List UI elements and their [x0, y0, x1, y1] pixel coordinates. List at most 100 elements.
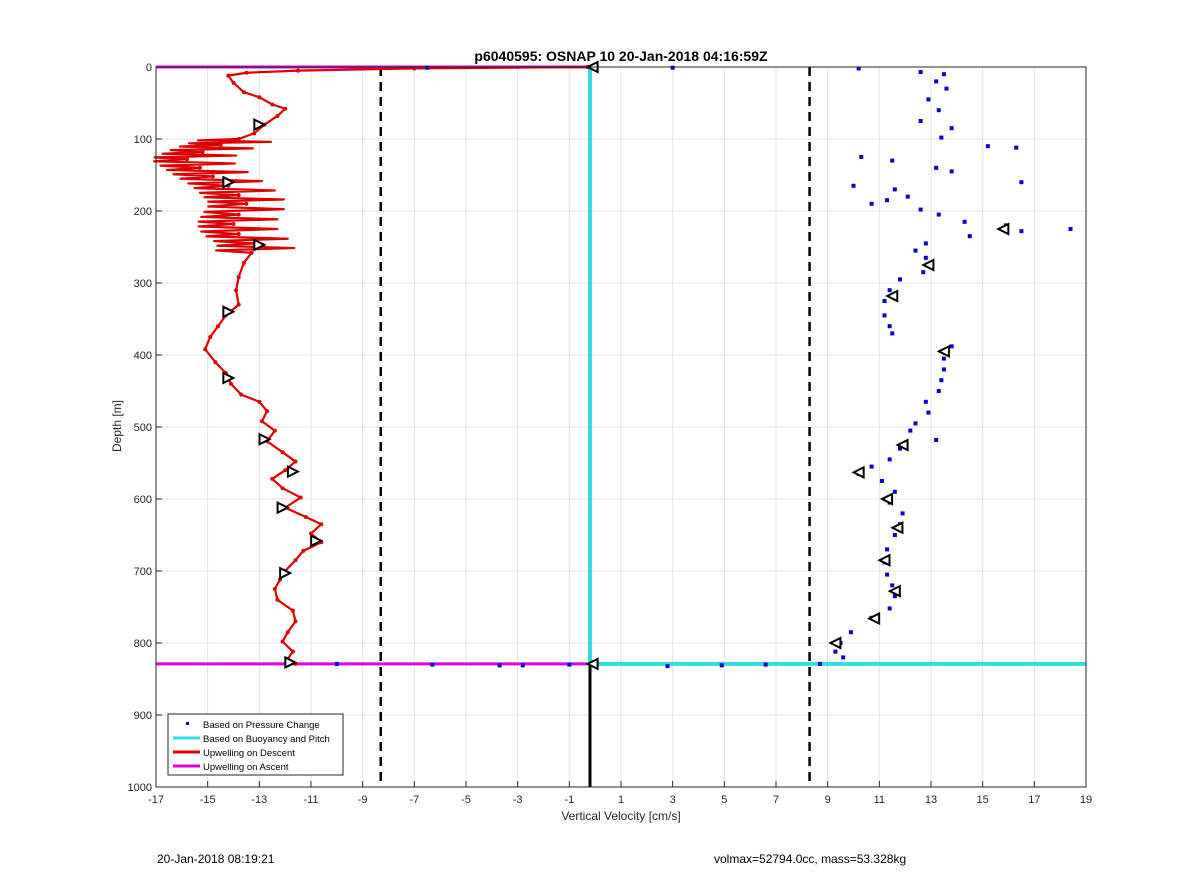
pressure-point: [763, 662, 768, 667]
descent-point: [236, 232, 241, 237]
ascent-marker: [885, 289, 899, 303]
x-tick-label: -7: [409, 794, 419, 806]
reference-lines: [379, 67, 811, 787]
y-tick-label: 500: [134, 422, 152, 434]
pressure-point: [665, 664, 670, 669]
descent-point: [272, 587, 277, 591]
descent-point: [231, 80, 236, 85]
pressure-point: [869, 201, 874, 206]
y-tick-label: 900: [134, 710, 152, 722]
descent-marker: [279, 566, 293, 580]
y-tick-label: 0: [146, 62, 152, 74]
descent-point: [231, 221, 236, 226]
pressure-point: [934, 79, 939, 84]
descent-point: [309, 531, 313, 536]
descent-point: [241, 260, 246, 265]
pressure-point: [1068, 227, 1073, 231]
x-tick-label: -1: [564, 794, 574, 806]
descent-marker: [222, 305, 236, 319]
ascent-marker: [936, 344, 950, 359]
descent-point: [218, 142, 223, 147]
descent-point: [210, 174, 215, 179]
descent-point: [301, 548, 306, 553]
y-tick-label: 300: [134, 278, 152, 290]
descent-point: [236, 212, 241, 217]
y-tick-label: 700: [134, 566, 152, 578]
x-tick-label: 11: [874, 794, 885, 806]
buoyancy-pitch-line: [588, 67, 1086, 666]
descent-point: [257, 399, 262, 404]
descent-marker: [276, 501, 290, 515]
grid-lines: [155, 66, 1087, 788]
pressure-point: [892, 594, 897, 599]
pressure-point: [941, 367, 946, 372]
ascent-marker: [887, 584, 901, 598]
descent-point: [283, 468, 288, 473]
descent-point: [257, 95, 262, 100]
ascent-marker: [895, 438, 909, 452]
pressure-point: [923, 241, 928, 246]
pressure-point: [890, 158, 895, 163]
legend-label: Based on Pressure Change: [203, 720, 320, 731]
descent-point: [234, 288, 239, 293]
pressure-point: [944, 86, 949, 91]
x-tick-label: -5: [461, 794, 471, 806]
descent-point: [197, 165, 202, 170]
legend-swatch-dot: [186, 722, 189, 725]
descent-point: [259, 419, 264, 424]
ascent-marker: [828, 636, 842, 650]
y-tick-label: 100: [134, 134, 152, 146]
pressure-point: [905, 194, 910, 199]
y-axis-label: Depth [m]: [110, 400, 124, 452]
descent-point: [236, 275, 241, 280]
descent-point: [185, 157, 189, 162]
data-series: [152, 65, 1086, 669]
x-tick-label: 13: [925, 794, 937, 806]
pressure-point: [941, 356, 946, 361]
descent-point: [270, 102, 275, 107]
descent-point: [290, 608, 295, 613]
pressure-point: [887, 324, 892, 329]
pressure-point: [670, 65, 675, 70]
descent-point: [200, 149, 205, 154]
pressure-point: [949, 169, 954, 174]
pressure-point: [859, 155, 864, 159]
x-tick-label: -3: [513, 794, 523, 806]
pressure-point: [962, 219, 967, 224]
pressure-point: [856, 66, 861, 71]
descent-point: [280, 486, 285, 491]
ascent-marker: [866, 611, 881, 626]
pressure-point: [882, 313, 887, 318]
pressure-point: [841, 655, 846, 660]
ascent-marker: [890, 521, 904, 535]
pressure-point: [913, 248, 918, 253]
pressure-point: [923, 255, 928, 260]
descent-marker: [222, 175, 236, 189]
legend-label: Upwelling on Ascent: [203, 762, 289, 773]
footer-volmax-mass: volmax=52794.0cc, mass=53.328kg: [714, 852, 907, 866]
pressure-point: [879, 479, 884, 483]
descent-point: [213, 360, 218, 365]
pressure-point: [887, 457, 892, 462]
descent-marker: [253, 117, 267, 132]
pressure-point: [885, 547, 890, 552]
descent-marker: [258, 432, 272, 446]
pressure-point: [887, 288, 892, 293]
descent-point: [303, 515, 308, 519]
x-tick-label: -15: [200, 794, 216, 806]
x-tick-label: 15: [977, 794, 989, 806]
pressure-point: [334, 661, 339, 666]
pressure-point: [1014, 145, 1019, 150]
descent-line: [152, 65, 588, 665]
descent-point: [319, 522, 324, 527]
pressure-point: [898, 446, 902, 451]
pressure-point: [926, 97, 931, 102]
chart-title: p6040595: OSNAP 10 20-Jan-2018 04:16:59Z: [474, 48, 768, 64]
pressure-point: [900, 511, 905, 516]
pressure-point: [934, 165, 939, 170]
descent-point: [265, 409, 270, 414]
descent-point: [298, 495, 303, 500]
descent-point: [236, 302, 241, 307]
x-tick-label: 3: [670, 794, 676, 806]
pressure-point: [941, 72, 946, 77]
